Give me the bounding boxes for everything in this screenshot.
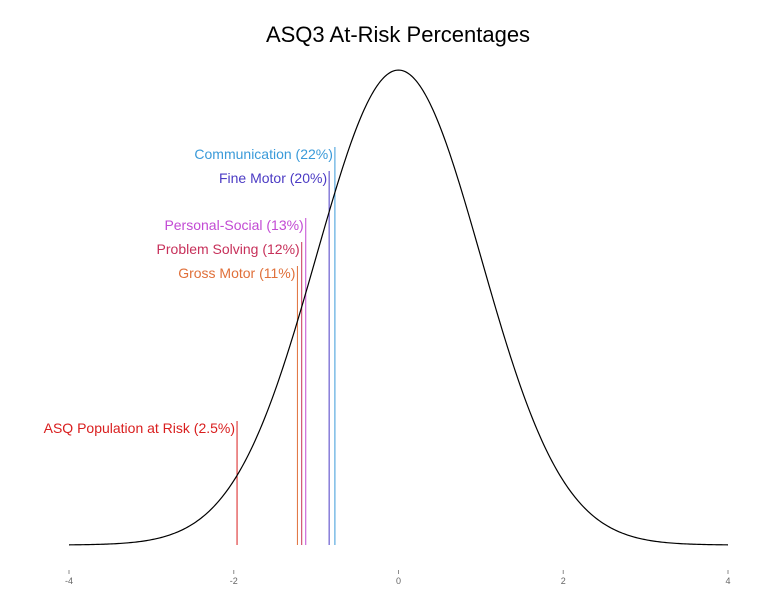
- annotation-label: Fine Motor (20%): [219, 170, 327, 186]
- chart-title: ASQ3 At-Risk Percentages: [266, 22, 530, 47]
- annotation-label: Personal-Social (13%): [164, 217, 303, 233]
- annotation-lines: [236, 147, 336, 545]
- annotation-label: Communication (22%): [194, 146, 333, 162]
- density-curve-group: [68, 69, 729, 546]
- density-curve: [68, 69, 729, 546]
- x-tick-label: -2: [230, 576, 238, 586]
- x-tick-label: 4: [725, 576, 730, 586]
- annotation-label: Gross Motor (11%): [178, 265, 295, 281]
- annotation-label: ASQ Population at Risk (2.5%): [44, 420, 235, 436]
- annotation-label: Problem Solving (12%): [157, 241, 300, 257]
- x-axis: -4 -2 0 2 4: [65, 570, 731, 586]
- x-tick-label: 0: [396, 576, 401, 586]
- annotation-labels: Communication (22%) Fine Motor (20%) Perso…: [44, 146, 333, 436]
- x-tick-label: 2: [561, 576, 566, 586]
- x-tick-label: -4: [65, 576, 73, 586]
